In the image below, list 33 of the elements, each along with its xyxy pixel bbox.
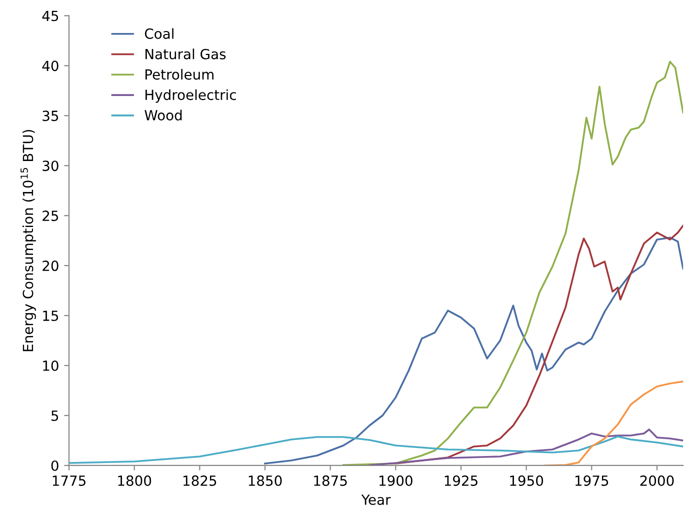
x-tick-label: 1800 bbox=[118, 475, 152, 486]
y-tick-label: 45 bbox=[42, 10, 58, 22]
y-tick-label: 10 bbox=[43, 360, 58, 371]
line-series bbox=[342, 60, 684, 466]
legend-label: Hydroelectric bbox=[146, 89, 236, 103]
line-series bbox=[394, 224, 684, 464]
x-tick-label: 1925 bbox=[444, 475, 478, 486]
x-tick-label: 1975 bbox=[575, 475, 608, 486]
x-tick-label: 1775 bbox=[52, 476, 86, 486]
y-tick-label: 5 bbox=[52, 410, 58, 421]
y-tick-label: 25 bbox=[42, 210, 58, 222]
line-series bbox=[368, 428, 684, 466]
y-tick-label: 0 bbox=[51, 460, 58, 471]
y-tick-label: 40 bbox=[42, 60, 58, 72]
x-axis-title: Year bbox=[361, 494, 391, 505]
legend-label: Wood bbox=[144, 110, 182, 120]
y-tick-label: 35 bbox=[42, 110, 58, 122]
line-series bbox=[264, 236, 684, 464]
y-axis-title: Energy Consumption (10$^{15}$ BTU) bbox=[20, 130, 36, 352]
x-tick-label: 1875 bbox=[314, 475, 347, 486]
legend-label: Natural Gas bbox=[146, 48, 226, 60]
y-tick-label: 15 bbox=[43, 310, 58, 322]
line-series bbox=[544, 380, 684, 466]
y-tick-label: 30 bbox=[42, 160, 58, 172]
y-tick-label: 20 bbox=[42, 260, 58, 272]
line-series bbox=[69, 436, 684, 464]
legend-label: Petroleum bbox=[146, 68, 214, 80]
x-tick-label: 1825 bbox=[184, 475, 216, 486]
x-tick-label: 1950 bbox=[510, 475, 544, 486]
x-tick-label: 2000 bbox=[640, 475, 674, 486]
x-tick-label: 1900 bbox=[380, 475, 412, 486]
legend-label: Coal bbox=[144, 28, 174, 39]
x-tick-label: 1850 bbox=[248, 475, 282, 486]
